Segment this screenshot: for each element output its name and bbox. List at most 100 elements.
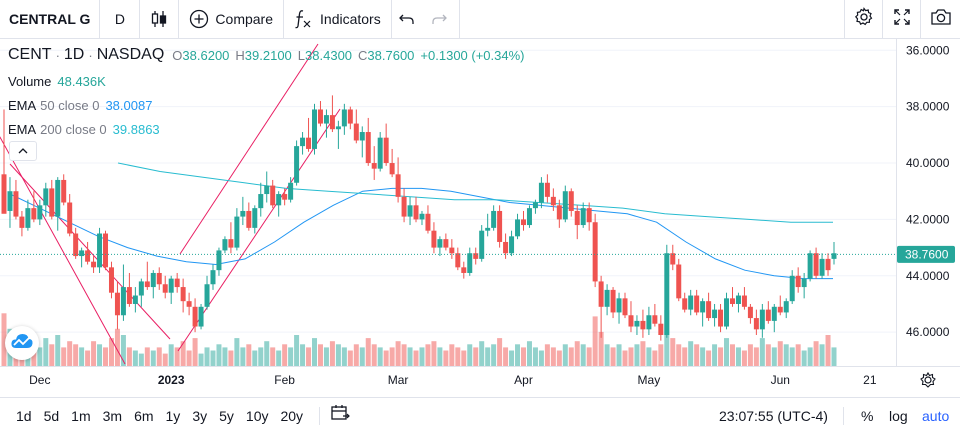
volume-bar (497, 338, 503, 366)
candle-body (61, 179, 67, 203)
volume-bar (365, 338, 371, 366)
price-chart[interactable]: 46.0000 44.0000 42.0000 40.0000 38.0000 36.00… (0, 39, 960, 397)
candle-body (49, 188, 55, 217)
undo-icon (398, 10, 416, 28)
candle-body (371, 163, 377, 169)
candle (132, 287, 138, 313)
redo-button[interactable] (422, 0, 460, 39)
volume-bar (574, 341, 580, 366)
candle-body (13, 191, 19, 217)
candle-body (658, 323, 664, 335)
volume-bar (43, 338, 49, 366)
undo-button[interactable] (392, 0, 422, 39)
range-20y[interactable]: 20y (280, 407, 304, 424)
log-toggle[interactable]: log (889, 408, 908, 424)
fullscreen-button[interactable] (882, 0, 920, 39)
indicators-button[interactable]: Indicators (284, 0, 392, 39)
legend-collapse-button[interactable] (9, 141, 37, 161)
candle (801, 272, 807, 299)
range-10y[interactable]: 10y (245, 407, 269, 424)
legend-volume-row[interactable]: Volume 48.436K (8, 69, 525, 93)
candle (735, 292, 741, 313)
volume-bar (550, 347, 556, 366)
brand-logo-button[interactable] (5, 326, 39, 360)
candle-body (276, 194, 282, 206)
range-1m[interactable]: 1m (71, 407, 91, 424)
candle (497, 205, 503, 248)
symbol-search-button[interactable]: CENTRAL G (0, 0, 101, 39)
candle (712, 303, 718, 327)
candle (586, 202, 592, 231)
volume-bar (544, 344, 550, 366)
candle-body (353, 123, 359, 141)
ema50-line (9, 187, 833, 280)
volume-bar (300, 344, 306, 366)
candle-body (526, 208, 532, 226)
candle (120, 264, 126, 321)
candle-body (79, 250, 85, 257)
range-6m[interactable]: 6m (134, 407, 154, 424)
candle-body (234, 216, 240, 248)
volume-bar (347, 350, 353, 366)
volume-bar (55, 335, 61, 366)
candle (25, 199, 31, 231)
candle-body (210, 270, 216, 285)
range-5d[interactable]: 5d (43, 407, 60, 424)
candle-body (401, 196, 407, 217)
volume-bar (288, 347, 294, 366)
ema50-params: 50 close 0 (40, 97, 100, 113)
time-tick-label: 21 (863, 373, 877, 387)
legend-ema50-row[interactable]: EMA 50 close 0 38.0087 (8, 93, 525, 117)
candle (7, 177, 13, 228)
go-to-date-button[interactable] (330, 404, 350, 427)
volume-bar (371, 344, 377, 366)
low-label: L (297, 47, 306, 63)
interval-button[interactable]: D (100, 0, 141, 39)
candle (777, 295, 783, 316)
candle-body (724, 298, 730, 327)
candle-body (640, 320, 646, 330)
candle (467, 247, 473, 276)
volume-bar (622, 350, 628, 366)
time-tick-label: Apr (514, 373, 533, 387)
settings-button[interactable] (844, 0, 882, 39)
candle-body (258, 194, 264, 209)
range-1d[interactable]: 1d (16, 407, 32, 424)
volume-bar (503, 347, 509, 366)
volume-bar (150, 350, 156, 366)
candle-body (670, 253, 676, 265)
screenshot-button[interactable] (920, 0, 960, 39)
candle-body (556, 205, 562, 220)
volume-bar (580, 344, 586, 366)
range-3m[interactable]: 3m (102, 407, 123, 424)
candle (831, 241, 837, 265)
legend-ema200-row[interactable]: EMA 200 close 0 39.8863 (8, 117, 525, 141)
axis-settings-button[interactable] (920, 371, 936, 388)
volume-bar (228, 350, 234, 366)
chart-type-button[interactable] (140, 0, 180, 39)
ema50-label: EMA (8, 97, 37, 113)
volume-bar (568, 347, 574, 366)
candle (604, 284, 610, 316)
compare-button[interactable]: Compare (179, 0, 285, 39)
candle (347, 106, 353, 130)
range-3y[interactable]: 3y (192, 407, 208, 424)
candle-body (682, 298, 688, 310)
range-5y[interactable]: 5y (219, 407, 234, 424)
candle (13, 179, 19, 220)
candle-body (801, 278, 807, 288)
plus-circle-icon (189, 9, 209, 29)
percent-toggle[interactable]: % (861, 408, 874, 424)
candle-body (347, 109, 353, 124)
range-1y[interactable]: 1y (165, 407, 181, 424)
candle (729, 287, 735, 307)
candle (389, 148, 395, 178)
volume-bar (294, 335, 300, 366)
candle-body (126, 287, 132, 304)
auto-toggle[interactable]: auto (922, 408, 950, 424)
timezone-clock[interactable]: 23:07:55 (UTC-4) (719, 408, 828, 424)
volume-bar (652, 350, 658, 366)
candle (335, 120, 341, 149)
candle (37, 199, 43, 226)
candle-body (694, 295, 700, 313)
